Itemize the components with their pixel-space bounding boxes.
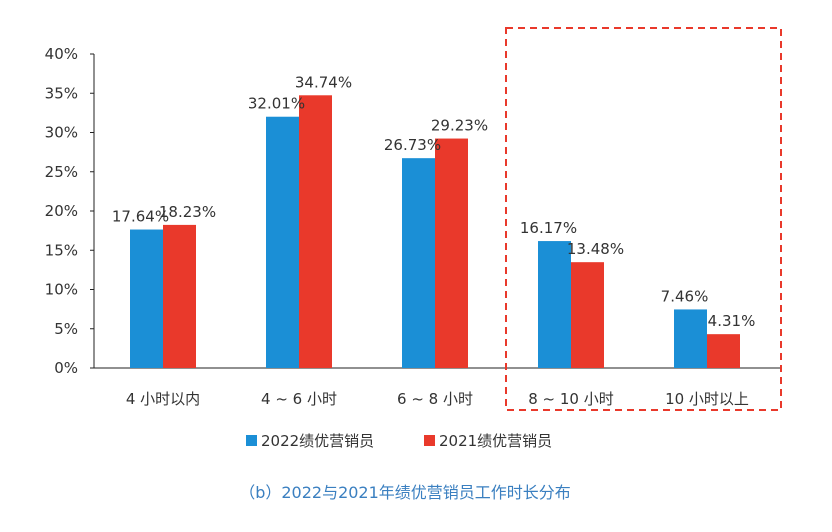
y-tick-label: 15% <box>45 241 78 259</box>
y-tick-label: 40% <box>45 45 78 63</box>
data-label: 7.46% <box>661 287 709 305</box>
data-label: 4.31% <box>708 312 756 330</box>
bar <box>571 262 604 368</box>
y-tick-label: 20% <box>45 202 78 220</box>
data-label: 29.23% <box>431 117 488 135</box>
data-label: 16.17% <box>520 219 577 237</box>
y-tick-label: 10% <box>45 281 78 299</box>
bar <box>402 158 435 368</box>
x-tick-label: 4 ~ 6 小时 <box>261 390 337 408</box>
data-label: 18.23% <box>159 203 216 221</box>
y-tick-label: 30% <box>45 124 78 142</box>
legend-swatch <box>246 435 257 446</box>
highlight-dashed-box <box>505 27 782 411</box>
bar <box>707 334 740 368</box>
x-axis-labels: 4 小时以内 4 ~ 6 小时 6 ~ 8 小时 8 ~ 10 小时 10 小时以上 <box>126 390 749 408</box>
data-label: 17.64% <box>112 208 169 226</box>
x-tick-label: 4 小时以内 <box>126 390 200 408</box>
data-label: 13.48% <box>567 240 624 258</box>
bars <box>130 95 740 368</box>
legend-label: 2022绩优营销员 <box>261 432 374 450</box>
bar <box>674 309 707 368</box>
y-tick-label: 35% <box>45 84 78 102</box>
legend-label: 2021绩优营销员 <box>439 432 552 450</box>
bar <box>163 224 196 368</box>
bar <box>130 229 163 368</box>
bar <box>299 95 332 368</box>
x-tick-label: 8 ~ 10 小时 <box>528 390 614 408</box>
legend: 2022绩优营销员 2021绩优营销员 <box>246 432 552 450</box>
data-label: 32.01% <box>248 95 305 113</box>
data-label: 34.74% <box>295 73 352 91</box>
highlight-box <box>505 27 782 411</box>
legend-swatch <box>424 435 435 446</box>
y-tick-label: 0% <box>54 359 78 377</box>
y-tick-label: 25% <box>45 163 78 181</box>
chart-caption: （b）2022与2021年绩优营销员工作时长分布 <box>239 483 571 502</box>
y-axis: 0% 5% 10% 15% 20% 25% 30% 35% 40% <box>45 45 782 377</box>
bar <box>538 241 571 368</box>
y-tick-label: 5% <box>54 320 78 338</box>
data-label: 26.73% <box>384 136 441 154</box>
bar <box>266 116 299 368</box>
x-tick-label: 6 ~ 8 小时 <box>397 390 473 408</box>
data-labels: 17.64%18.23% 32.01% 34.74% 26.73%29.23% 16.1… <box>112 73 755 330</box>
bar <box>435 138 468 368</box>
x-tick-label: 10 小时以上 <box>665 390 749 408</box>
